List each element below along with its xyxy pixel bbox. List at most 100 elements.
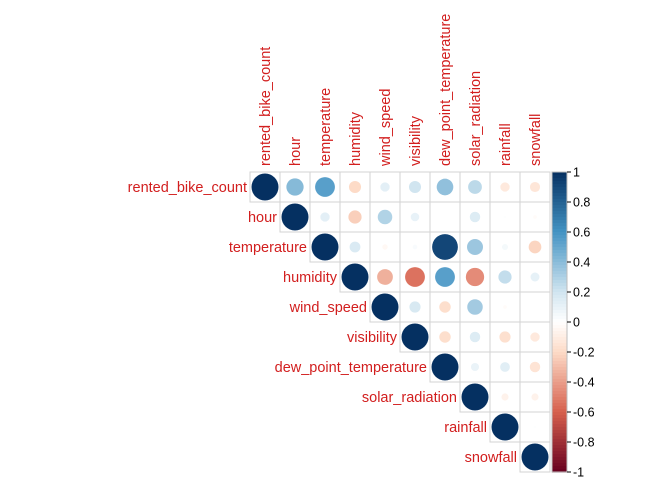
colorbar-segment (552, 175, 567, 179)
colorbar-segment (552, 226, 567, 230)
colorbar-tick-label: 0.6 (573, 226, 590, 240)
colorbar-segment (552, 220, 567, 224)
col-label-snowfall: snowfall (528, 114, 544, 166)
row-label-humidity: humidity (283, 270, 338, 286)
row-label-hour: hour (248, 210, 277, 226)
colorbar-segment (552, 364, 567, 368)
corr-circle-solar_radiation-rainfall (501, 393, 509, 401)
corr-circle-rented_bike_count-rented_bike_count (251, 173, 279, 201)
col-label-humidity: humidity (348, 111, 364, 166)
colorbar-segment (552, 436, 567, 440)
colorbar-segment (552, 181, 567, 185)
colorbar-segment (552, 259, 567, 263)
corr-circle-dew_point_temperature-snowfall (529, 361, 541, 373)
colorbar-segment (552, 394, 567, 398)
colorbar-segment (552, 382, 567, 386)
colorbar-segment (552, 196, 567, 200)
corr-circle-hour-snowfall (533, 215, 537, 219)
colorbar-segment (552, 277, 567, 281)
colorbar-tick-label: 0 (573, 316, 580, 330)
colorbar-tick-label: -0.4 (573, 376, 595, 390)
corr-circle-wind_speed-rainfall (503, 305, 507, 309)
colorbar-segment (552, 280, 567, 284)
corr-circle-temperature-dew_point_temperature (432, 234, 458, 260)
col-label-visibility: visibility (408, 115, 424, 166)
colorbar-segment (552, 448, 567, 452)
corr-circle-rented_bike_count-wind_speed (380, 182, 390, 192)
corr-circle-temperature-snowfall (528, 240, 542, 254)
corr-circle-hour-humidity (348, 210, 362, 224)
corr-circle-rented_bike_count-temperature (315, 177, 335, 197)
colorbar-segment (552, 283, 567, 287)
corr-circle-dew_point_temperature-rainfall (500, 362, 510, 372)
colorbar-segment (552, 316, 567, 320)
corr-circle-temperature-wind_speed (382, 244, 388, 250)
colorbar-segment (552, 460, 567, 464)
col-label-temperature: temperature (318, 88, 334, 166)
colorbar-segment (552, 268, 567, 272)
colorbar-segment (552, 391, 567, 395)
corr-circle-rented_bike_count-dew_point_temperature (436, 178, 454, 196)
column-labels: rented_bike_count hour temperature humidity… (258, 14, 544, 167)
corr-circle-rented_bike_count-rainfall (500, 182, 510, 192)
colorbar-segment (552, 397, 567, 401)
colorbar-segment (552, 442, 567, 446)
colorbar-segment (552, 343, 567, 347)
colorbar-segment (552, 355, 567, 359)
colorbar-segment (552, 421, 567, 425)
col-label-dew_point_temperature: dew_point_temperature (438, 14, 454, 166)
col-label-solar_radiation: solar_radiation (468, 71, 484, 166)
color-legend: 1 0.8 0.6 0.4 0.2 0 -0.2 -0.4 -0.6 -0.8 -1 (551, 166, 595, 480)
colorbar-segment (552, 235, 567, 239)
colorbar-segment (552, 292, 567, 296)
colorbar-segment (552, 253, 567, 257)
col-label-hour: hour (288, 137, 304, 166)
corr-circle-visibility-rainfall (499, 331, 511, 343)
corr-circle-visibility-snowfall (530, 332, 540, 342)
colorbar-segment (552, 328, 567, 332)
colorbar-segment (552, 466, 567, 470)
colorbar-segment (552, 304, 567, 308)
row-label-rented_bike_count: rented_bike_count (128, 180, 247, 196)
colorbar-tick-label: 0.4 (573, 256, 590, 270)
corr-circle-rented_bike_count-humidity (348, 180, 362, 194)
colorbar-segment (552, 439, 567, 443)
colorbar-segment (552, 403, 567, 407)
colorbar-segment (552, 238, 567, 242)
row-label-solar_radiation: solar_radiation (362, 390, 457, 406)
colorbar-segment (552, 202, 567, 206)
corr-circle-temperature-solar_radiation (467, 239, 483, 255)
corr-circle-temperature-humidity (349, 241, 361, 253)
colorbar-segment (552, 334, 567, 338)
corr-circle-dew_point_temperature-dew_point_temperature (431, 353, 459, 381)
colorbar-segment (552, 274, 567, 278)
corr-circle-solar_radiation-snowfall (531, 393, 539, 401)
colorbar-segment (552, 433, 567, 437)
colorbar-segment (552, 469, 567, 473)
colorbar-segment (552, 190, 567, 194)
colorbar-segment (552, 451, 567, 455)
colorbar-segment (552, 331, 567, 335)
corr-circle-temperature-rainfall (501, 243, 509, 251)
corr-circle-rented_bike_count-hour (286, 178, 304, 196)
colorbar-segment (552, 184, 567, 188)
colorbar-segment (552, 313, 567, 317)
colorbar-segment (552, 295, 567, 299)
colorbar-segment (552, 445, 567, 449)
corr-circle-rented_bike_count-snowfall (529, 181, 541, 193)
colorbar-segment (552, 286, 567, 290)
corr-circle-rented_bike_count-solar_radiation (468, 180, 482, 194)
colorbar-segment (552, 301, 567, 305)
colorbar-segment (552, 337, 567, 341)
colorbar-tick-label: -1 (573, 466, 584, 480)
colorbar-segment (552, 232, 567, 236)
colorbar-segment (552, 367, 567, 371)
corr-circle-visibility-solar_radiation (469, 331, 481, 343)
colorbar-segment (552, 199, 567, 203)
row-label-temperature: temperature (229, 240, 307, 256)
corr-circle-wind_speed-wind_speed (371, 293, 399, 321)
row-label-rainfall: rainfall (444, 420, 487, 436)
colorbar-segment (552, 340, 567, 344)
